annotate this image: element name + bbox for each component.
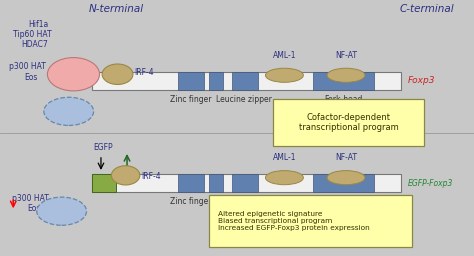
Text: EGFP: EGFP — [93, 143, 113, 152]
Text: Fork-head: Fork-head — [325, 95, 363, 104]
Bar — [313, 72, 374, 90]
Bar — [232, 72, 258, 90]
Ellipse shape — [327, 68, 365, 82]
Text: Eos: Eos — [24, 73, 37, 82]
Text: Eos: Eos — [27, 204, 41, 213]
Text: Zinc finger: Zinc finger — [170, 197, 212, 206]
Ellipse shape — [102, 64, 133, 84]
Ellipse shape — [111, 166, 140, 185]
Text: Cofactor-dependent
transcriptional program: Cofactor-dependent transcriptional progr… — [299, 113, 398, 132]
Bar — [273, 99, 424, 146]
Text: IRF-4: IRF-4 — [141, 172, 161, 181]
Ellipse shape — [327, 170, 365, 185]
Ellipse shape — [265, 68, 303, 82]
Text: Tip60 HAT: Tip60 HAT — [13, 30, 52, 39]
Text: Hif1a: Hif1a — [29, 20, 49, 29]
Text: Zinc finger: Zinc finger — [170, 95, 212, 104]
Bar — [178, 72, 204, 90]
Text: EGFP-Foxp3: EGFP-Foxp3 — [408, 178, 453, 188]
Ellipse shape — [44, 97, 93, 125]
Text: AML-1: AML-1 — [273, 153, 296, 162]
Text: p300 HAT: p300 HAT — [12, 194, 49, 203]
Text: N-terminal: N-terminal — [89, 4, 144, 14]
Bar — [209, 72, 223, 90]
Text: Fork-head: Fork-head — [325, 197, 363, 206]
Bar — [92, 72, 401, 90]
Ellipse shape — [47, 58, 100, 91]
Text: Altered epigenetic signature
Biased transcriptional program
Increased EGFP-Foxp3: Altered epigenetic signature Biased tran… — [218, 211, 370, 231]
Text: HDAC7: HDAC7 — [22, 40, 48, 49]
Bar — [232, 174, 258, 192]
Ellipse shape — [37, 197, 86, 225]
Text: Foxp3: Foxp3 — [408, 76, 435, 85]
Bar — [92, 174, 401, 192]
Bar — [178, 174, 204, 192]
Text: Leucine zipper: Leucine zipper — [216, 197, 272, 206]
Text: Leucine zipper: Leucine zipper — [216, 95, 272, 104]
Text: NF-AT: NF-AT — [335, 51, 357, 60]
Bar — [313, 174, 374, 192]
Bar — [209, 195, 412, 247]
Text: p300 HAT: p300 HAT — [9, 62, 46, 71]
Text: C-terminal: C-terminal — [399, 4, 454, 14]
Bar — [209, 174, 223, 192]
Text: AML-1: AML-1 — [273, 51, 296, 60]
Text: IRF-4: IRF-4 — [134, 68, 154, 78]
Ellipse shape — [265, 170, 303, 185]
Bar — [92, 174, 116, 192]
Text: NF-AT: NF-AT — [335, 153, 357, 162]
